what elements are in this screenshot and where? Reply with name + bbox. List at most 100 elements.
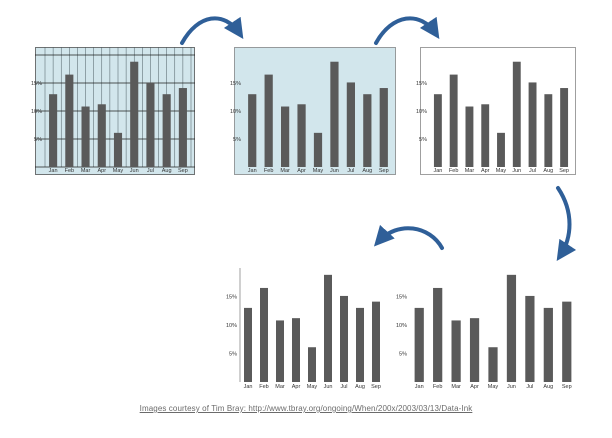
chart-5-x-tick-label: May — [488, 384, 499, 390]
chart-5-bar-aug — [543, 307, 553, 382]
chart-5-bar-may — [488, 347, 498, 382]
chart-3-bar-jul — [528, 82, 537, 167]
arrow-4-to-5 — [373, 224, 444, 250]
chart-5-bar-jun — [506, 274, 517, 382]
chart-1-bar-jun — [130, 61, 139, 167]
chart-3-frame — [420, 47, 576, 175]
chart-1-bar-aug — [162, 94, 171, 167]
chart-4-x-tick-label: Mar — [275, 384, 285, 390]
chart-5-bar-jan — [414, 307, 424, 382]
chart-3-bar-jun — [512, 61, 521, 167]
arrow-2-to-3 — [374, 16, 440, 45]
chart-2-bar-aug — [363, 94, 372, 167]
chart-1-x-tick-label: Jun — [130, 168, 139, 174]
chart-4-bar-jan — [244, 307, 252, 382]
chart-3-y-tick-label: 5% — [419, 137, 427, 143]
chart-5-bar-sep — [562, 301, 572, 382]
chart-4-x-tick-label: Jul — [340, 384, 347, 390]
chart-1-bar-sep — [178, 88, 187, 167]
chart-2-y-tick-label: 5% — [233, 137, 241, 143]
chart-1-bar-mar — [81, 106, 90, 167]
chart-4-x-tick-label: Jun — [324, 384, 333, 390]
chart-5-x-tick-label: Apr — [470, 384, 479, 390]
chart-4-y-tick-label: 10% — [226, 323, 237, 329]
chart-4-x-tick-label: Sep — [371, 384, 381, 390]
chart-4-bar-mar — [276, 320, 284, 382]
chart-4-y-tick-label: 5% — [229, 352, 237, 358]
arrows-layer — [180, 16, 577, 261]
chart-1-x-tick-label: Jul — [147, 168, 154, 174]
chart-3-bar-mar — [465, 106, 474, 167]
chart-1-y-tick-label: 5% — [34, 137, 42, 143]
chart-1-x-tick-label: Mar — [81, 168, 91, 174]
chart-5-bar-apr — [469, 318, 480, 382]
chart-3-bar-apr — [481, 104, 490, 167]
chart-2-bar-may — [313, 132, 323, 167]
chart-step-2: 5% 10% 15% Jan Feb Mar Apr May Jun Jul Aug Sep — [230, 47, 396, 175]
chart-1-x-tick-label: May — [113, 168, 124, 174]
chart-1-y-tick-label: 10% — [31, 109, 42, 115]
chart-5-bar-mar — [451, 320, 461, 382]
chart-1-bar-apr — [97, 104, 106, 167]
chart-5-x-tick-label: Aug — [543, 384, 553, 390]
chart-2-bar-jun — [330, 61, 339, 167]
chart-1-x-tick-label: Aug — [162, 168, 172, 174]
chart-2-bar-mar — [281, 106, 290, 167]
chart-2-x-tick-label: Jan — [248, 168, 257, 174]
chart-3-bar-jan — [433, 94, 442, 167]
chart-2-y-tick-label: 15% — [230, 81, 241, 87]
chart-2-bar-apr — [297, 104, 306, 167]
chart-4-y-tick-label: 15% — [226, 295, 237, 301]
chart-3-bar-may — [497, 132, 505, 167]
chart-4-bar-sep — [372, 301, 380, 382]
chart-3-x-tick-label: Feb — [449, 168, 458, 174]
chart-5-y-tick-label: 5% — [399, 352, 407, 358]
chart-2-x-tick-label: Jun — [330, 168, 339, 174]
chart-2-x-tick-label: Mar — [280, 168, 290, 174]
chart-5-x-tick-label: Jan — [415, 384, 424, 390]
chart-4-bar-feb — [260, 287, 268, 382]
chart-4-bar-may — [308, 347, 316, 382]
chart-1-x-tick-label: Apr — [97, 168, 106, 174]
chart-5-x-tick-label: Feb — [433, 384, 442, 390]
chart-5-bar-feb — [433, 287, 443, 382]
chart-2-y-tick-label: 10% — [230, 109, 241, 115]
chart-5-x-tick-label: Jul — [526, 384, 533, 390]
chart-2-x-tick-label: Feb — [264, 168, 273, 174]
chart-2-bar-feb — [264, 74, 273, 167]
chart-5-x-tick-label: Mar — [451, 384, 461, 390]
chart-3-bar-sep — [560, 88, 569, 167]
chart-2-bar-jul — [346, 82, 355, 167]
chart-3-x-tick-label: Apr — [481, 168, 490, 174]
arrow-1-to-2 — [180, 16, 244, 45]
chart-4-x-tick-label: Apr — [292, 384, 301, 390]
chart-2-x-tick-label: May — [313, 168, 324, 174]
chart-2-bar-sep — [379, 88, 388, 167]
chart-1-bar-feb — [65, 74, 74, 167]
chart-3-x-tick-label: Jun — [512, 168, 521, 174]
chart-2-x-tick-label: Jul — [347, 168, 354, 174]
chart-5-x-tick-label: Sep — [562, 384, 572, 390]
chart-3-y-tick-label: 15% — [416, 81, 427, 87]
chart-4-x-tick-label: Jan — [244, 384, 253, 390]
chart-4-bar-jul — [340, 295, 348, 382]
chart-3-y-tick-label: 10% — [416, 109, 427, 115]
chart-3-x-tick-label: Sep — [559, 168, 569, 174]
chart-5-x-tick-label: Jun — [507, 384, 516, 390]
chart-4-bar-apr — [292, 318, 300, 382]
chart-1-x-tick-label: Jan — [49, 168, 58, 174]
chart-4-bar-jun — [324, 274, 332, 382]
chart-3-bar-aug — [544, 94, 553, 167]
charts-layer: 5% 10% 15% Jan Feb Mar Apr May Jun Jul Aug Sep 5% 10%… — [31, 47, 576, 390]
chart-3-bar-feb — [449, 74, 458, 167]
chart-5-y-tick-label: 15% — [396, 295, 407, 301]
chart-4-bar-aug — [356, 307, 364, 382]
chart-3-x-tick-label: May — [496, 168, 507, 174]
arrow-3-to-4 — [556, 186, 577, 261]
chart-3-x-tick-label: Jan — [433, 168, 442, 174]
chart-5-y-tick-label: 10% — [396, 323, 407, 329]
chart-1-bar-jul — [146, 82, 155, 167]
chart-3-x-tick-label: Aug — [543, 168, 553, 174]
chart-4-x-tick-label: Aug — [355, 384, 365, 390]
